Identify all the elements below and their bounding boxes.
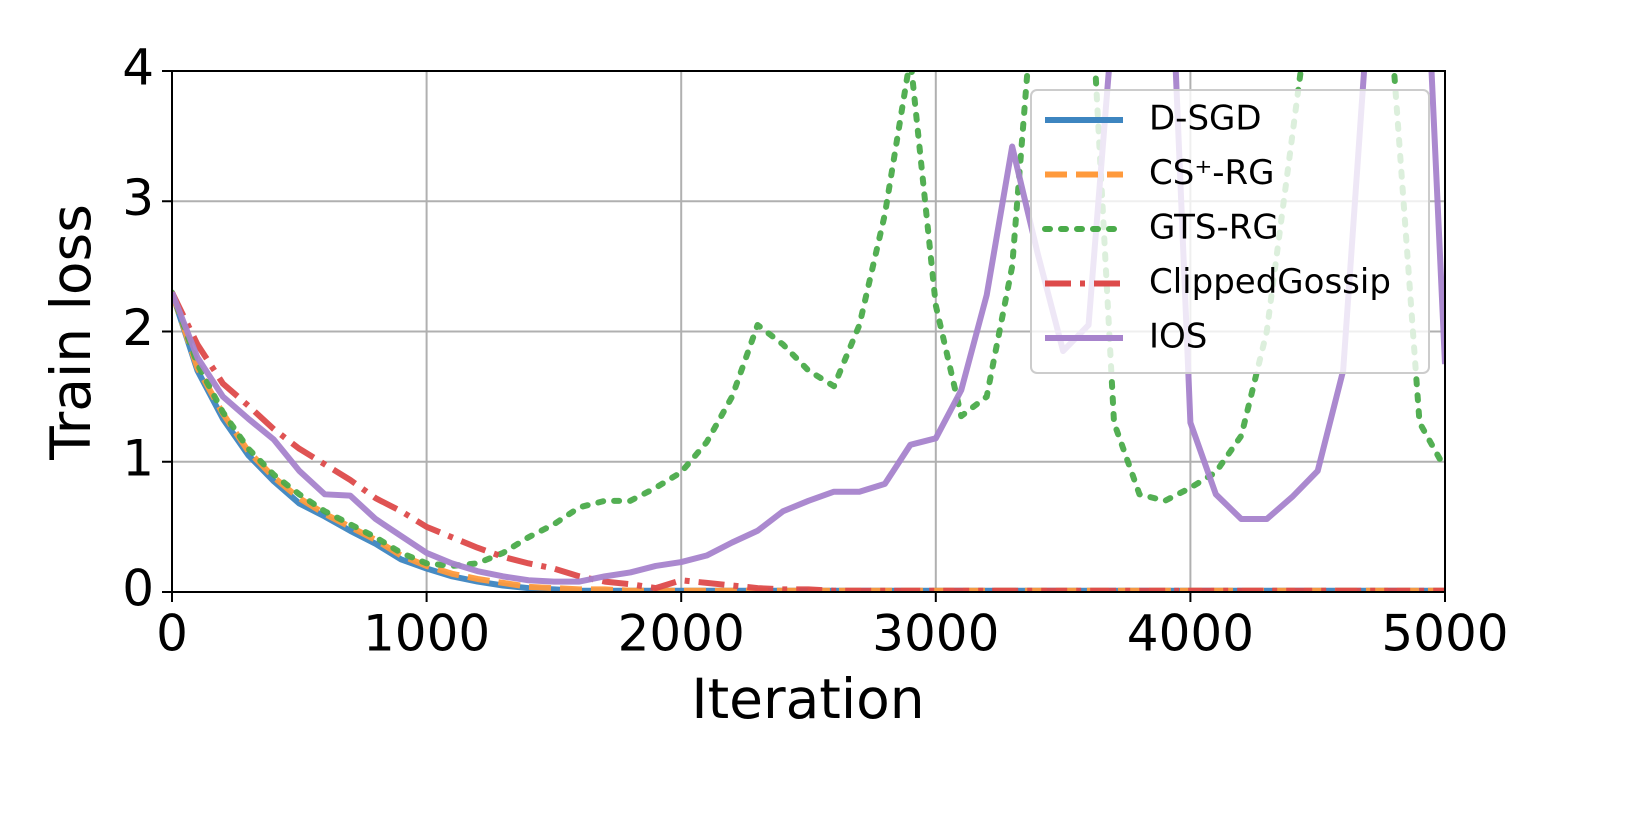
y-tick-label: 1: [122, 429, 154, 487]
x-tick-label: 3000: [872, 605, 999, 663]
line-series: [172, 71, 1445, 569]
line-series: [172, 291, 1445, 592]
line-series: [172, 71, 1445, 585]
x-axis-label: Iteration: [691, 667, 924, 731]
x-tick-label: 1000: [363, 605, 490, 663]
x-tick-label: 5000: [1381, 605, 1508, 663]
x-tick-label: 0: [156, 605, 188, 663]
plot-area: [172, 71, 1445, 592]
legend-label: CS⁺-RG: [1149, 153, 1275, 193]
y-tick-label: 3: [122, 169, 154, 227]
y-tick-label: 0: [122, 560, 154, 618]
x-tick-label: 4000: [1127, 605, 1254, 663]
legend-label: IOS: [1149, 317, 1207, 357]
legend-box: [1030, 89, 1430, 374]
legend-label: ClippedGossip: [1149, 262, 1391, 302]
legend-label: GTS-RG: [1149, 208, 1279, 248]
y-tick-label: 2: [122, 299, 154, 357]
y-tick-label: 4: [122, 39, 154, 97]
plot-frame: [171, 70, 1446, 593]
legend-label: D-SGD: [1149, 99, 1262, 139]
legend: D-SGD CS⁺-RG GTS-RG ClippedGossip IOS: [1030, 89, 1430, 374]
y-axis-label: Train loss: [39, 204, 103, 461]
x-tick-label: 2000: [618, 605, 745, 663]
